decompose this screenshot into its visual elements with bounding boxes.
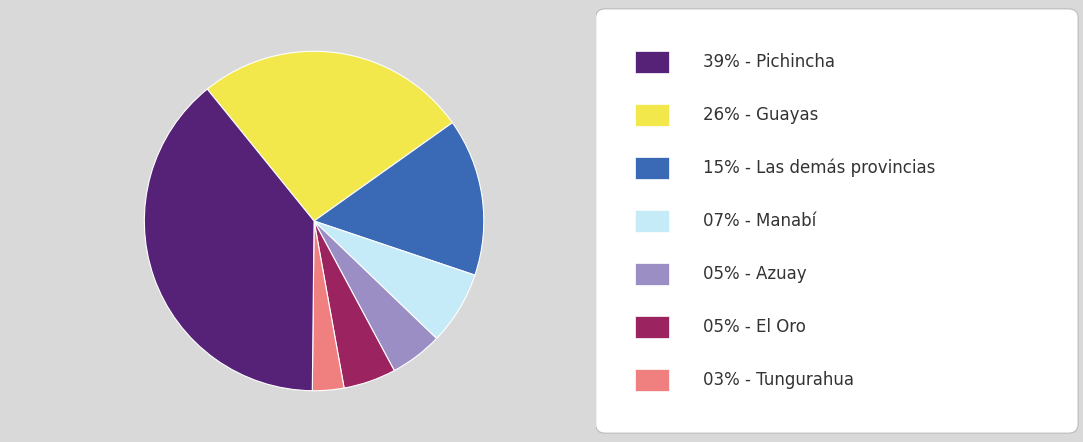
Wedge shape bbox=[314, 221, 436, 370]
Wedge shape bbox=[144, 89, 314, 391]
Wedge shape bbox=[207, 51, 453, 221]
Text: 07% - Manabí: 07% - Manabí bbox=[703, 212, 817, 230]
Text: 26% - Guayas: 26% - Guayas bbox=[703, 106, 819, 124]
FancyBboxPatch shape bbox=[635, 263, 669, 285]
FancyBboxPatch shape bbox=[635, 157, 669, 179]
FancyBboxPatch shape bbox=[635, 369, 669, 391]
Wedge shape bbox=[314, 221, 475, 339]
FancyBboxPatch shape bbox=[635, 210, 669, 232]
Text: 05% - Azuay: 05% - Azuay bbox=[703, 265, 807, 283]
Text: 15% - Las demás provincias: 15% - Las demás provincias bbox=[703, 159, 936, 177]
FancyBboxPatch shape bbox=[635, 104, 669, 126]
Text: 03% - Tungurahua: 03% - Tungurahua bbox=[703, 371, 853, 389]
FancyBboxPatch shape bbox=[635, 316, 669, 338]
FancyBboxPatch shape bbox=[635, 51, 669, 73]
Wedge shape bbox=[314, 221, 394, 388]
Wedge shape bbox=[314, 123, 484, 275]
FancyBboxPatch shape bbox=[596, 9, 1079, 433]
Wedge shape bbox=[312, 221, 344, 391]
Text: 05% - El Oro: 05% - El Oro bbox=[703, 318, 806, 336]
Text: 39% - Pichincha: 39% - Pichincha bbox=[703, 53, 835, 71]
